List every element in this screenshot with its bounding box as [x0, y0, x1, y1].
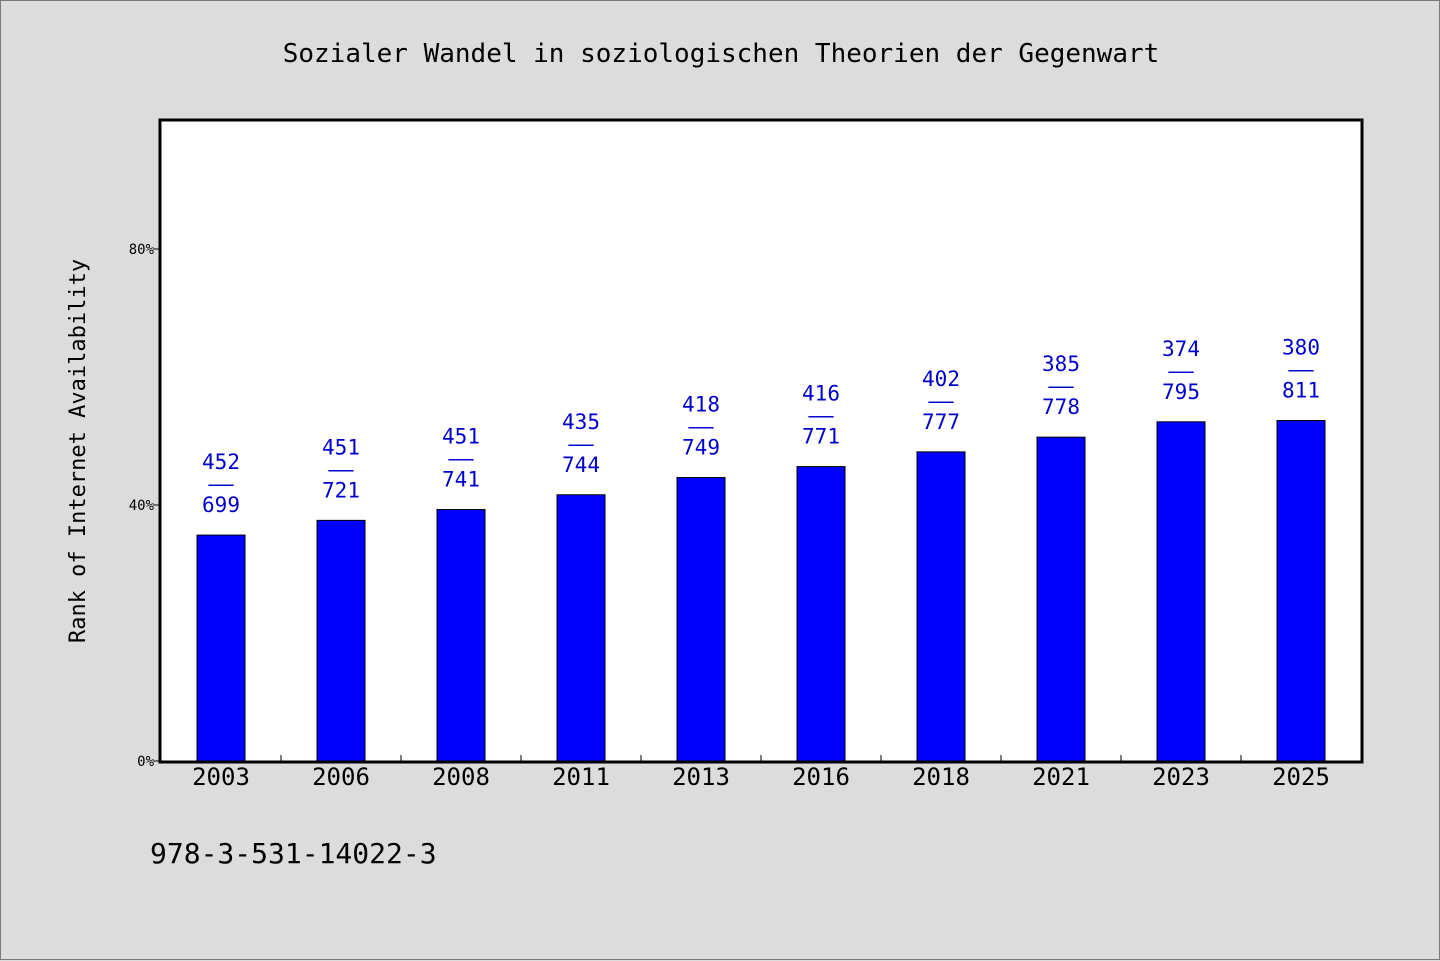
data-label-bottom: 721: [322, 478, 360, 502]
bar: [436, 508, 486, 762]
bar: [556, 494, 606, 762]
x-tick-label: 2011: [552, 763, 610, 791]
bars-layer: [196, 420, 1326, 762]
data-label-separator: ——: [688, 414, 714, 438]
data-label-separator: ——: [808, 404, 834, 428]
bar: [676, 476, 726, 762]
y-tick-label: 80%: [129, 242, 155, 258]
bar: [796, 466, 846, 762]
data-label-top: 380: [1282, 336, 1320, 360]
x-tick-label: 2025: [1272, 763, 1330, 791]
bar: [1156, 421, 1206, 762]
data-label-bottom: 699: [202, 493, 240, 517]
bar: [196, 534, 246, 762]
data-label-top: 416: [802, 382, 840, 406]
y-tick-label: 40%: [129, 498, 155, 514]
x-tick-label: 2016: [792, 763, 850, 791]
chart-title: Sozialer Wandel in soziologischen Theori…: [283, 39, 1160, 69]
data-label-bottom: 777: [922, 410, 960, 434]
x-tick-label: 2008: [432, 763, 490, 791]
data-label-separator: ——: [448, 446, 474, 470]
x-tick-label: 2018: [912, 763, 970, 791]
data-label-bottom: 795: [1162, 380, 1200, 404]
data-label-bottom: 741: [442, 467, 480, 491]
bar: [316, 519, 366, 762]
data-label-bottom: 778: [1042, 395, 1080, 419]
bar: [1036, 436, 1086, 762]
data-label-separator: ——: [1288, 358, 1314, 382]
data-label-bottom: 811: [1282, 379, 1320, 403]
y-axis: 0% 40% 80%: [129, 242, 161, 770]
data-label-separator: ——: [568, 432, 594, 456]
x-tick-label: 2006: [312, 763, 370, 791]
x-tick-label: 2021: [1032, 763, 1090, 791]
data-label-separator: ——: [328, 457, 354, 481]
data-label-top: 452: [202, 450, 240, 474]
x-axis: 2003 2006 2008 2011 2013 2016 2018 2021 2023 2025: [192, 755, 1330, 791]
data-label-top: 451: [442, 424, 480, 448]
y-tick-label: 0%: [137, 754, 154, 770]
x-tick-label: 2013: [672, 763, 730, 791]
data-label-top: 374: [1162, 337, 1200, 361]
isbn-text: 978-3-531-14022-3: [150, 837, 437, 870]
data-label-bottom: 771: [802, 425, 840, 449]
data-label-top: 435: [562, 410, 600, 434]
data-label-top: 402: [922, 367, 960, 391]
data-label-top: 385: [1042, 352, 1080, 376]
y-axis-label: Rank of Internet Availability: [66, 259, 91, 643]
x-tick-label: 2023: [1152, 763, 1210, 791]
data-label-separator: ——: [928, 389, 954, 413]
data-label-bottom: 744: [562, 453, 600, 477]
bar: [916, 451, 966, 762]
bar: [1276, 420, 1326, 762]
data-label-top: 418: [682, 392, 720, 416]
x-tick-label: 2003: [192, 763, 250, 791]
data-label-separator: ——: [208, 472, 234, 496]
data-label-separator: ——: [1168, 359, 1194, 383]
data-label-bottom: 749: [682, 435, 720, 459]
data-labels-layer: 452——699451——721451——741435——744418——749…: [202, 336, 1320, 518]
data-label-top: 451: [322, 435, 360, 459]
data-label-separator: ——: [1048, 374, 1074, 398]
